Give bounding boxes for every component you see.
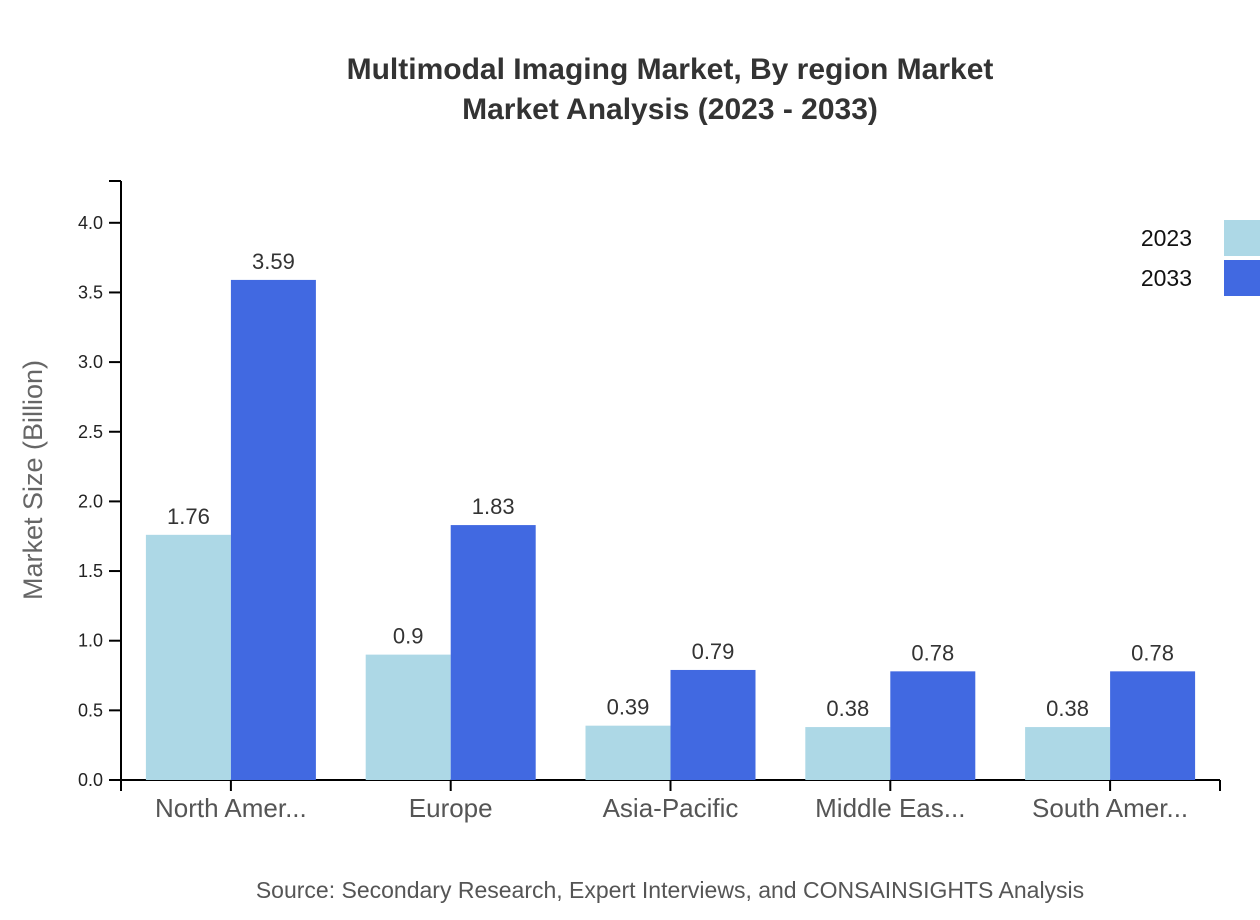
legend-swatch-2023 (1224, 220, 1260, 256)
chart-title-line-2: Market Analysis (2023 - 2033) (462, 93, 878, 126)
bar-2023[interactable] (145, 534, 231, 780)
bar-value-label: 0.79 (692, 639, 735, 664)
chart-title: Multimodal Imaging Market, By region Mar… (0, 50, 1260, 130)
y-tick-label: 3.0 (78, 352, 103, 372)
bar-2023[interactable] (805, 727, 891, 780)
y-axis-label: Market Size (Billion) (18, 360, 48, 600)
bar-value-label: 1.76 (167, 504, 210, 529)
x-tick-label: South Amer... (1032, 793, 1188, 823)
bar-2023[interactable] (365, 654, 451, 780)
bar-value-label: 0.9 (393, 624, 424, 649)
source-note: Source: Secondary Research, Expert Inter… (255, 877, 1085, 903)
bar-value-label: 1.83 (472, 494, 515, 519)
bar-value-label: 0.78 (911, 640, 954, 665)
y-tick-label: 1.5 (78, 561, 103, 581)
legend-swatch-2033 (1224, 260, 1260, 296)
chart-title-line-1: Multimodal Imaging Market, By region Mar… (346, 53, 994, 86)
bar-value-label: 0.78 (1131, 640, 1174, 665)
bar-value-label: 0.38 (1046, 696, 1089, 721)
legend-label: 2023 (1141, 225, 1192, 251)
y-tick-label: 4.0 (78, 213, 103, 233)
bar-2033[interactable] (670, 669, 756, 780)
x-tick-label: Middle Eas... (815, 793, 965, 823)
bar-2033[interactable] (890, 671, 976, 780)
bar-value-label: 0.38 (826, 696, 869, 721)
y-tick-label: 0.0 (78, 770, 103, 790)
legend-label: 2033 (1141, 265, 1192, 291)
x-tick-label: Europe (409, 793, 493, 823)
x-tick-label: North Amer... (155, 793, 307, 823)
y-tick-label: 1.0 (78, 631, 103, 651)
bar-value-label: 0.39 (607, 695, 650, 720)
y-tick-label: 3.5 (78, 282, 103, 302)
y-tick-label: 2.0 (78, 491, 103, 511)
bar-2023[interactable] (585, 725, 671, 780)
bar-2033[interactable] (450, 525, 536, 780)
bar-2023[interactable] (1025, 727, 1111, 780)
y-tick-label: 2.5 (78, 422, 103, 442)
bar-2033[interactable] (1110, 671, 1196, 780)
y-tick-label: 0.5 (78, 700, 103, 720)
bar-2033[interactable] (230, 279, 316, 780)
x-tick-label: Asia-Pacific (603, 793, 739, 823)
bar-value-label: 3.59 (252, 249, 295, 274)
